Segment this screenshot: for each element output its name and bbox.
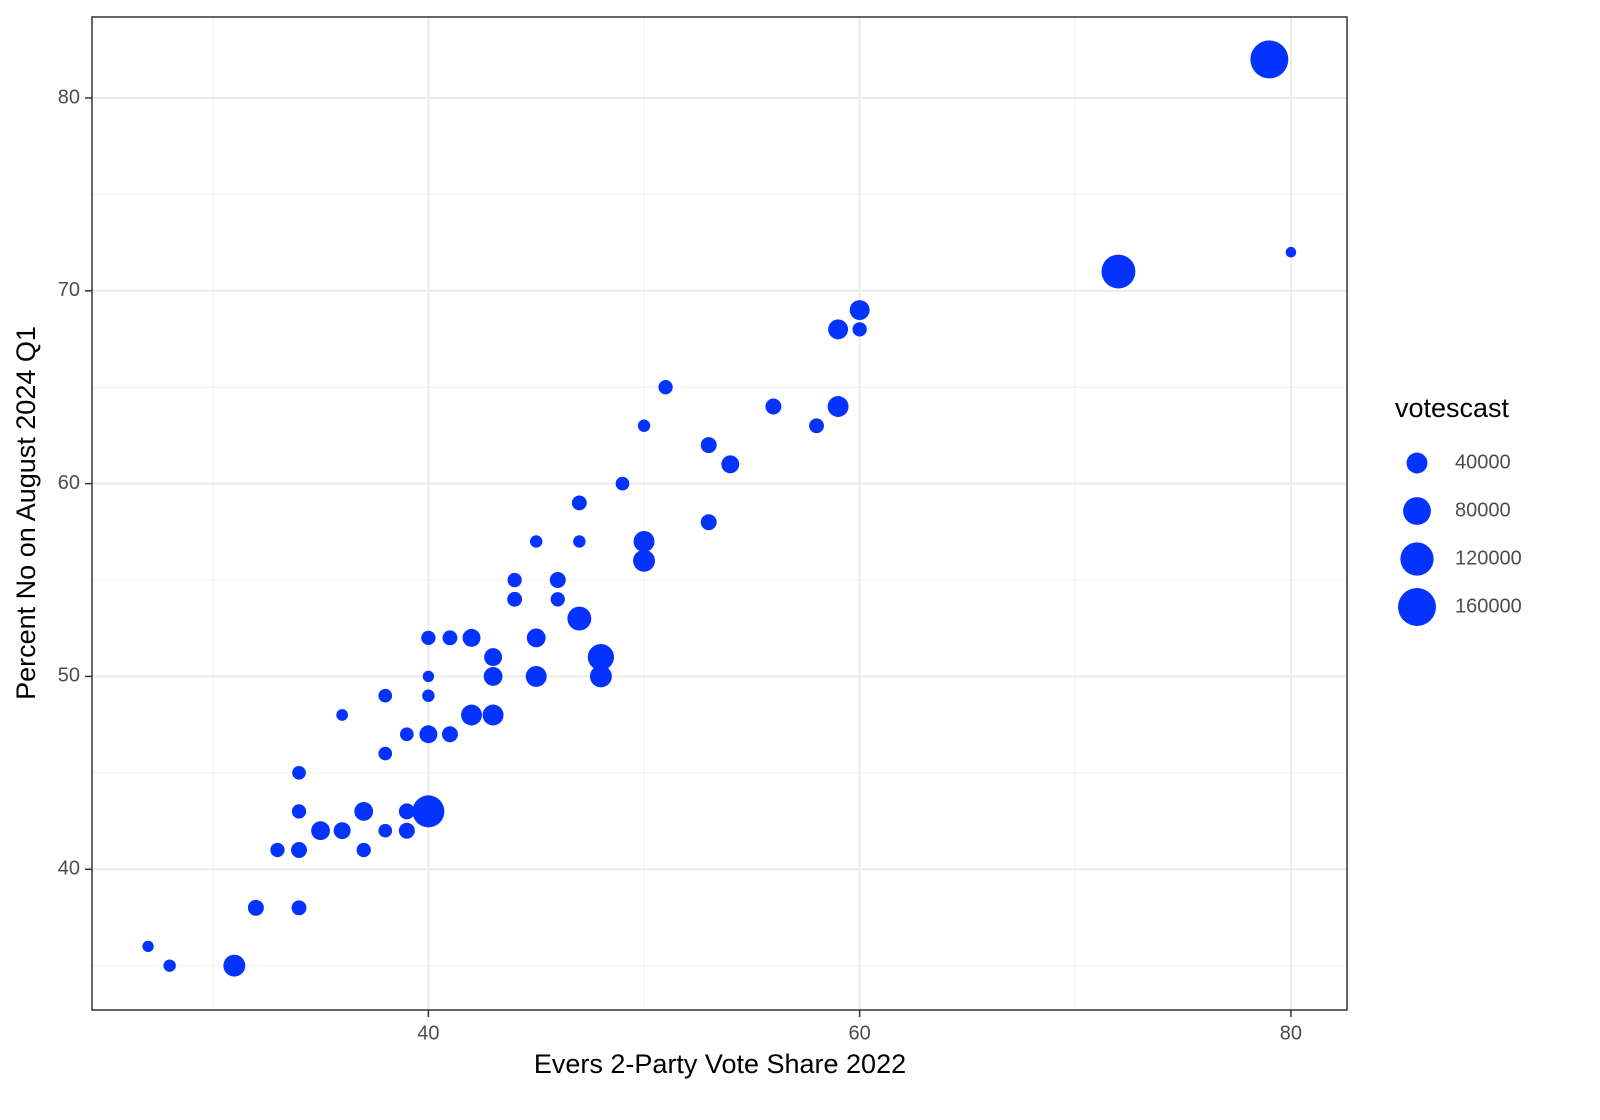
point bbox=[398, 803, 415, 820]
y-tick-label: 50 bbox=[58, 665, 80, 687]
y-tick-label: 80 bbox=[58, 86, 80, 108]
point bbox=[270, 842, 285, 858]
point bbox=[223, 954, 246, 977]
point bbox=[412, 795, 445, 828]
point bbox=[291, 804, 307, 819]
x-tick-label: 60 bbox=[849, 1022, 871, 1044]
point bbox=[589, 665, 612, 688]
legend-key bbox=[1398, 588, 1436, 626]
point bbox=[247, 899, 264, 916]
point bbox=[550, 592, 565, 607]
legend-key bbox=[1406, 452, 1428, 474]
point bbox=[571, 495, 587, 511]
point bbox=[482, 704, 504, 726]
legend-key bbox=[1403, 497, 1431, 525]
point bbox=[852, 322, 867, 337]
point bbox=[163, 959, 176, 972]
point bbox=[827, 396, 849, 417]
point bbox=[1250, 40, 1289, 79]
point bbox=[291, 900, 307, 916]
point bbox=[530, 535, 543, 548]
point bbox=[1285, 246, 1297, 258]
legend-label: 120000 bbox=[1455, 547, 1522, 569]
point bbox=[633, 549, 655, 572]
point bbox=[378, 823, 393, 838]
point bbox=[354, 801, 374, 821]
panel-border bbox=[91, 16, 1348, 1011]
point bbox=[142, 940, 154, 953]
point bbox=[567, 606, 592, 631]
point bbox=[419, 725, 438, 744]
point bbox=[311, 821, 330, 841]
x-tick-label: 80 bbox=[1280, 1022, 1302, 1044]
point bbox=[507, 591, 523, 607]
point bbox=[398, 822, 415, 839]
point bbox=[483, 667, 503, 686]
legend-label: 40000 bbox=[1455, 451, 1511, 473]
plot-panel bbox=[92, 17, 1347, 1010]
point bbox=[633, 530, 655, 552]
legend-title: votescast bbox=[1395, 393, 1510, 423]
point bbox=[828, 319, 849, 340]
point bbox=[525, 665, 547, 687]
point bbox=[441, 726, 458, 743]
point bbox=[587, 644, 615, 671]
point bbox=[573, 535, 586, 548]
point bbox=[462, 628, 481, 647]
point bbox=[700, 514, 717, 531]
point bbox=[721, 455, 740, 474]
y-tick-label: 60 bbox=[58, 472, 80, 494]
point bbox=[399, 727, 414, 742]
point bbox=[421, 630, 436, 646]
point bbox=[378, 688, 393, 703]
point bbox=[615, 476, 630, 491]
point bbox=[333, 822, 351, 840]
point bbox=[507, 572, 522, 588]
y-tick-label: 70 bbox=[58, 279, 80, 301]
point bbox=[849, 300, 870, 321]
legend-label: 160000 bbox=[1455, 595, 1522, 617]
y-axis-label: Percent No on August 2024 Q1 bbox=[11, 326, 41, 700]
x-tick-label: 40 bbox=[417, 1022, 439, 1044]
point bbox=[700, 437, 717, 454]
legend-key bbox=[1400, 542, 1434, 576]
point bbox=[526, 628, 546, 648]
point bbox=[422, 689, 435, 702]
point bbox=[292, 765, 306, 780]
point bbox=[658, 380, 673, 395]
point bbox=[484, 648, 503, 667]
point bbox=[422, 670, 435, 683]
point bbox=[356, 842, 371, 858]
point bbox=[378, 746, 393, 761]
legend-label: 80000 bbox=[1455, 499, 1511, 521]
point bbox=[336, 709, 348, 721]
point bbox=[442, 630, 458, 646]
point bbox=[1101, 254, 1136, 289]
y-tick-label: 40 bbox=[58, 858, 80, 880]
point bbox=[765, 398, 782, 415]
point bbox=[549, 572, 566, 588]
point bbox=[291, 841, 307, 858]
point bbox=[637, 419, 651, 432]
point bbox=[461, 704, 482, 726]
x-axis-label: Evers 2-Party Vote Share 2022 bbox=[534, 1049, 906, 1079]
point bbox=[809, 418, 824, 434]
